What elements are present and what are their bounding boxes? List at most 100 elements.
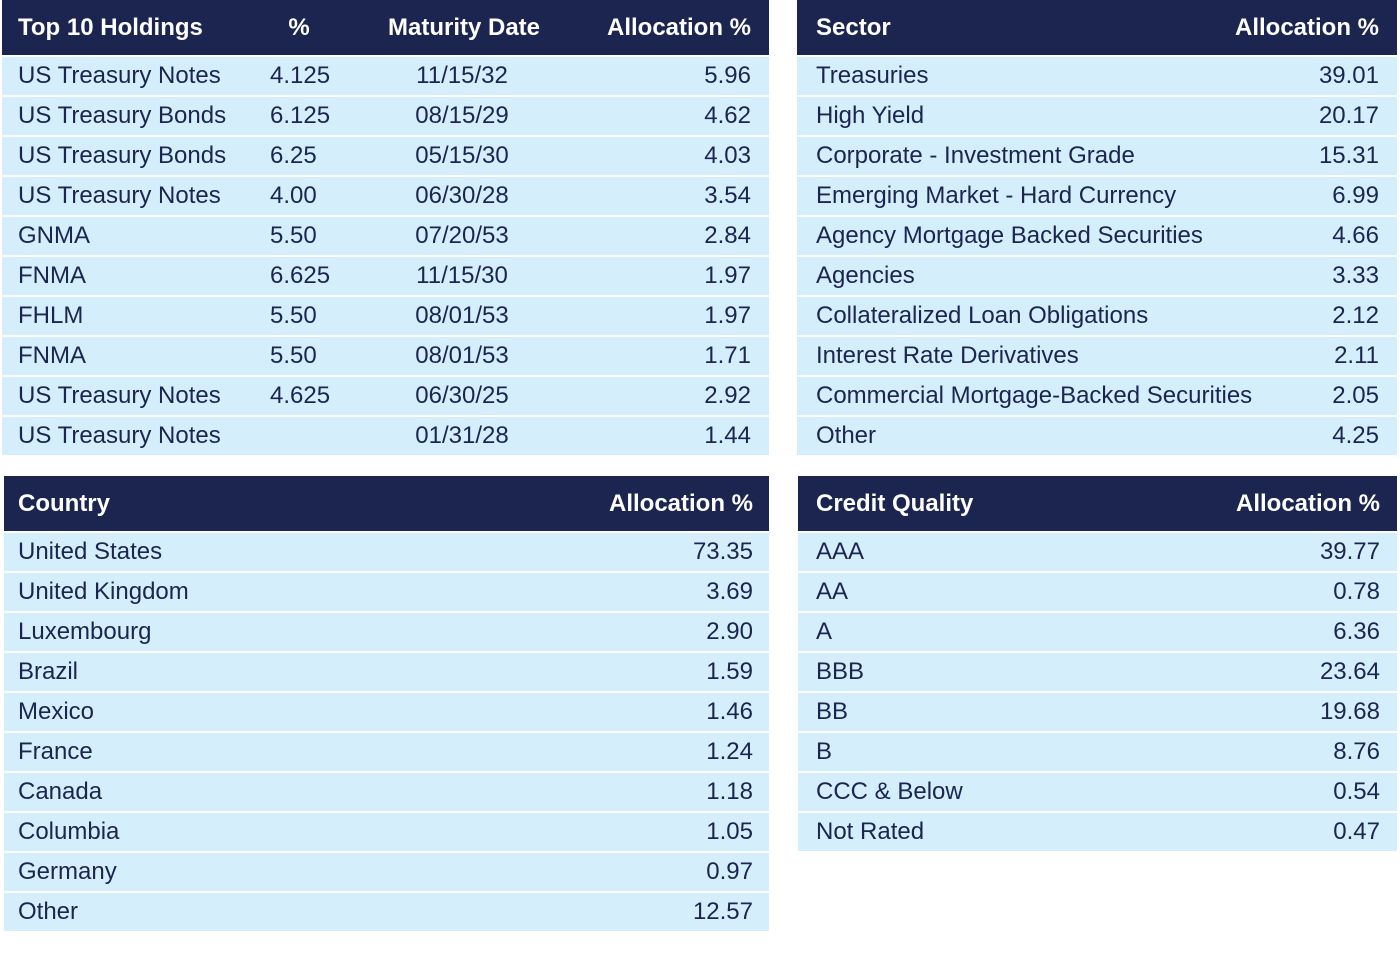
row-label: Not Rated: [816, 818, 925, 845]
table: Top 10 Holdings% Maturity Date Allocation …: [2, 0, 769, 457]
cell-value: 01/31/28: [415, 422, 509, 449]
cell-value: 08/15/29: [415, 102, 509, 129]
row-label: Other: [816, 422, 877, 449]
cell-value: 07/20/53: [415, 222, 509, 249]
cell-value: 08/01/53: [415, 342, 509, 369]
cell-value: 39.77: [1319, 538, 1380, 565]
cell-value: 3.33: [1332, 262, 1379, 289]
row-label: FNMA: [18, 262, 86, 289]
cell-value: 12.57: [692, 898, 753, 925]
column-header: %: [288, 14, 310, 41]
row-label: Corporate - Investment Grade: [816, 142, 1135, 169]
table-header: Country Allocation %: [4, 476, 769, 531]
row-label: Agency Mortgage Backed Securities: [816, 222, 1203, 249]
row-label: Collateralized Loan Obligations: [816, 302, 1149, 329]
table: Country Allocation % United States 73.35 Uni…: [4, 476, 769, 933]
column-header: Top 10 Holdings: [18, 14, 203, 41]
row-label: US Treasury Notes: [18, 382, 221, 409]
row-label: FNMA: [18, 342, 86, 369]
cell-value: 4.125: [270, 62, 331, 89]
table-row: High Yield 20.17: [797, 97, 1397, 135]
table-row: Germany 0.97: [4, 853, 769, 891]
table-row: A 6.36: [798, 613, 1397, 651]
row-label: CCC & Below: [816, 778, 963, 805]
cell-value: 05/15/30: [415, 142, 509, 169]
row-label: BBB: [816, 658, 865, 685]
cell-value: 6.36: [1333, 618, 1380, 645]
table-row: Columbia 1.05: [4, 813, 769, 851]
cell-value: 4.62: [704, 102, 751, 129]
row-label: AA: [816, 578, 849, 605]
table-row: FNMA 6.625 11/15/30 1.97: [2, 257, 769, 295]
cell-value: 73.35: [692, 538, 753, 565]
row-label: FHLM: [18, 302, 84, 329]
table-row: US Treasury Bonds 6.25 05/15/30 4.03: [2, 137, 769, 175]
row-label: Commercial Mortgage-Backed Securities: [816, 382, 1253, 409]
table-header: Sector Allocation %: [797, 0, 1397, 55]
cell-value: 1.59: [706, 658, 753, 685]
row-label: Columbia: [18, 818, 120, 845]
cell-value: 2.12: [1332, 302, 1379, 329]
cell-value: 5.50: [270, 302, 317, 329]
row-label: France: [18, 738, 93, 765]
cell-value: 6.99: [1332, 182, 1379, 209]
row-label: US Treasury Notes: [18, 422, 221, 449]
cell-value: 0.78: [1333, 578, 1380, 605]
column-header: Sector: [816, 14, 891, 41]
table-row: BB 19.68: [798, 693, 1397, 731]
table-row: US Treasury Notes 4.00 06/30/28 3.54: [2, 177, 769, 215]
table: Credit Quality Allocation % AAA 39.77 AA 0.78…: [798, 476, 1397, 853]
cell-value: 15.31: [1318, 142, 1379, 169]
table-header: Credit Quality Allocation %: [798, 476, 1397, 531]
table-row: Treasuries 39.01: [797, 57, 1397, 95]
cell-value: 1.97: [704, 302, 751, 329]
table-header: Top 10 Holdings% Maturity Date Allocation …: [2, 0, 769, 55]
row-label: AAA: [816, 538, 865, 565]
row-label: Canada: [18, 778, 103, 805]
cell-value: 8.76: [1333, 738, 1380, 765]
table-row: AAA 39.77: [798, 533, 1397, 571]
cell-value: 1.46: [706, 698, 753, 725]
row-label: GNMA: [18, 222, 90, 249]
table-row: Other 12.57: [4, 893, 769, 931]
cell-value: 20.17: [1318, 102, 1379, 129]
cell-value: 0.54: [1333, 778, 1380, 805]
cell-value: 1.18: [706, 778, 753, 805]
table-row: FHLM 5.50 08/01/53 1.97: [2, 297, 769, 335]
column-header: Country: [18, 490, 110, 517]
table-row: Brazil 1.59: [4, 653, 769, 691]
cell-value: 0.47: [1333, 818, 1380, 845]
cell-value: 4.25: [1332, 422, 1379, 449]
cell-value: 06/30/28: [415, 182, 509, 209]
table-row: B 8.76: [798, 733, 1397, 771]
row-label: Emerging Market - Hard Currency: [816, 182, 1177, 209]
cell-value: 0.97: [706, 858, 753, 885]
table: Sector Allocation % Treasuries 39.01 High Yi…: [797, 0, 1397, 457]
table-row: US Treasury Bonds 6.125 08/15/29 4.62: [2, 97, 769, 135]
table-row: Agency Mortgage Backed Securities 4.66: [797, 217, 1397, 255]
cell-value: 39.01: [1318, 62, 1379, 89]
cell-value: 2.05: [1332, 382, 1379, 409]
cell-value: 1.97: [704, 262, 751, 289]
table-row: United States 73.35: [4, 533, 769, 571]
row-label: United States: [18, 538, 163, 565]
table-row: BBB 23.64: [798, 653, 1397, 691]
row-label: US Treasury Notes: [18, 182, 221, 209]
row-label: Germany: [18, 858, 117, 885]
table-row: US Treasury Notes 4.125 11/15/32 5.96: [2, 57, 769, 95]
cell-value: 3.69: [706, 578, 753, 605]
column-header: Allocation %: [608, 490, 753, 517]
table-row: AA 0.78: [798, 573, 1397, 611]
row-label: Mexico: [18, 698, 95, 725]
table-row: FNMA 5.50 08/01/53 1.71: [2, 337, 769, 375]
table-row: Mexico 1.46: [4, 693, 769, 731]
cell-value: 3.54: [704, 182, 751, 209]
row-label: Other: [18, 898, 79, 925]
row-label: B: [816, 738, 833, 765]
row-label: Agencies: [816, 262, 915, 289]
table-row: Corporate - Investment Grade 15.31: [797, 137, 1397, 175]
cell-value: 5.96: [704, 62, 751, 89]
table-row: Agencies 3.33: [797, 257, 1397, 295]
table-row: Emerging Market - Hard Currency 6.99: [797, 177, 1397, 215]
